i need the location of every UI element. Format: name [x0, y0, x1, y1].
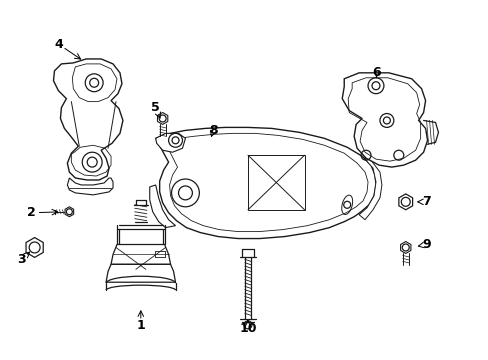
Text: 7: 7: [421, 195, 430, 208]
Polygon shape: [106, 264, 175, 282]
Text: 2: 2: [27, 206, 36, 219]
Polygon shape: [342, 73, 427, 167]
Polygon shape: [155, 127, 375, 239]
Polygon shape: [398, 194, 412, 210]
Polygon shape: [155, 133, 185, 152]
Text: 5: 5: [151, 101, 160, 114]
Text: 10: 10: [239, 322, 256, 336]
Polygon shape: [247, 155, 304, 210]
Polygon shape: [358, 158, 381, 220]
Text: 9: 9: [422, 238, 430, 251]
Text: 4: 4: [54, 37, 62, 50]
Text: 3: 3: [18, 253, 26, 266]
Polygon shape: [157, 113, 167, 125]
Text: 6: 6: [372, 66, 381, 79]
Polygon shape: [67, 178, 113, 195]
Polygon shape: [400, 242, 410, 253]
Polygon shape: [53, 59, 122, 180]
Text: 1: 1: [136, 319, 145, 332]
Polygon shape: [65, 207, 74, 217]
Polygon shape: [111, 244, 170, 264]
Text: 8: 8: [208, 124, 217, 137]
Polygon shape: [26, 238, 43, 257]
Polygon shape: [149, 185, 175, 228]
